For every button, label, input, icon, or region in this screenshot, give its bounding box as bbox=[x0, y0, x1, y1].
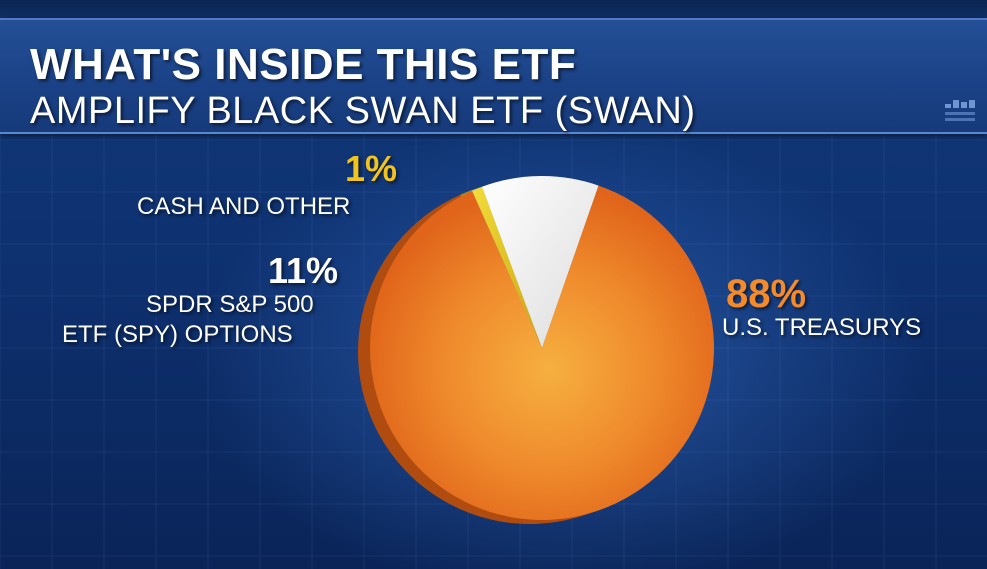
treasurys-label: U.S. TREASURYS bbox=[722, 314, 922, 341]
treasurys-pct-label: 88% bbox=[726, 272, 807, 316]
pie-slice-cash bbox=[472, 186, 542, 348]
cash-pct-label: 1% bbox=[345, 148, 398, 189]
title-banner: WHAT'S INSIDE THIS ETF AMPLIFY BLACK SWA… bbox=[0, 18, 987, 134]
signal-bars-icon bbox=[945, 100, 975, 121]
spy-options-pct-label: 11% bbox=[268, 250, 339, 291]
pie-slice-treasurys bbox=[369, 185, 714, 520]
pie-slice-spy-options bbox=[482, 175, 599, 348]
pie-slices bbox=[369, 175, 714, 520]
spy-options-label-line2: ETF (SPY) OPTIONS bbox=[62, 321, 293, 348]
spy-options-label-line1: SPDR S&P 500 bbox=[146, 291, 314, 318]
cash-label: CASH AND OTHER bbox=[137, 193, 351, 220]
top-bar bbox=[0, 0, 987, 18]
chart-subtitle: AMPLIFY BLACK SWAN ETF (SWAN) bbox=[30, 90, 696, 132]
chart-title: WHAT'S INSIDE THIS ETF bbox=[30, 40, 577, 89]
